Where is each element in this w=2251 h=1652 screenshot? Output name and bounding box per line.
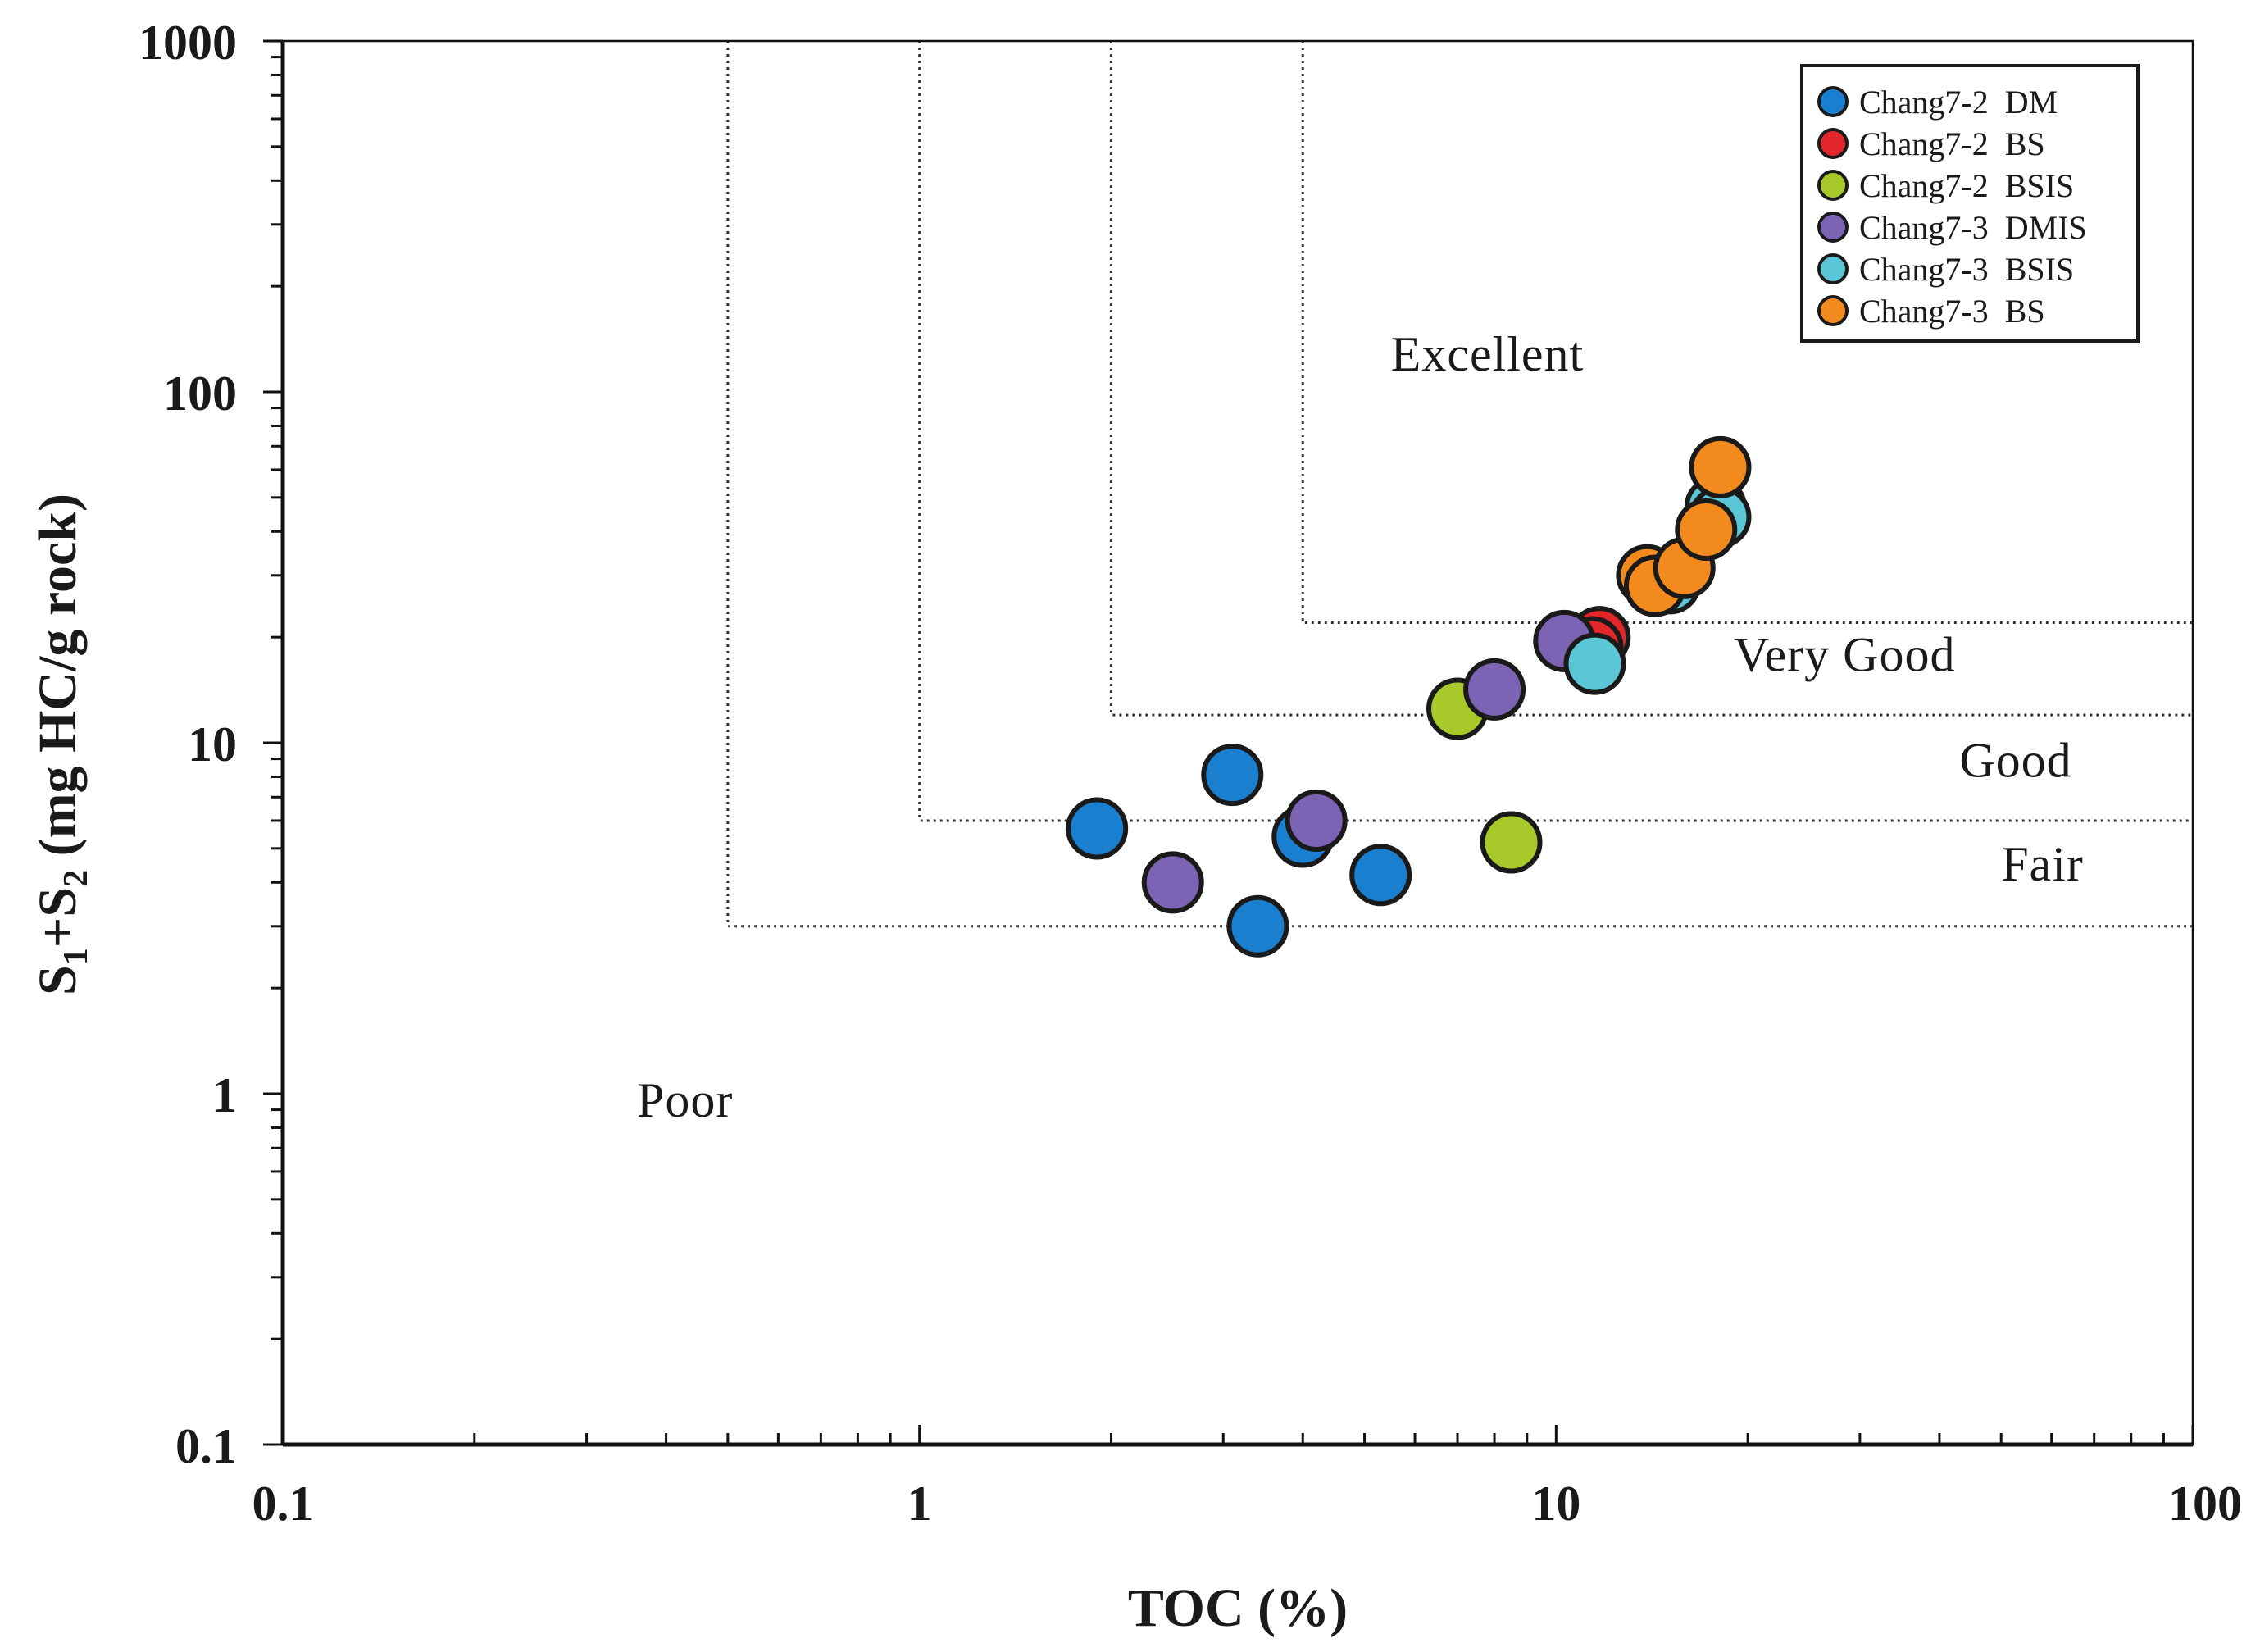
data-point — [1563, 632, 1626, 695]
region-label-very-good: Very Good — [1734, 628, 1956, 682]
legend-label: Chang7-2 BS — [1859, 125, 2045, 162]
data-point — [1066, 797, 1129, 860]
data-point — [1689, 435, 1752, 498]
legend-item: Chang7-2 BS — [1817, 125, 2045, 162]
legend-item: Chang7-2 BSIS — [1817, 167, 2074, 204]
legend-marker — [1817, 128, 1849, 159]
data-point — [1675, 498, 1738, 562]
y-tick-label: 1 — [212, 1068, 237, 1122]
data-point — [1480, 811, 1543, 874]
legend-label: Chang7-3 BSIS — [1859, 251, 2074, 288]
x-tick-label: 10 — [1531, 1477, 1580, 1531]
legend-marker — [1817, 86, 1849, 117]
legend-marker — [1817, 295, 1849, 326]
y-axis-title: S1+S2 (mg HC/g rock) — [28, 494, 95, 995]
legend-item: Chang7-2 DM — [1817, 84, 2058, 121]
legend-box — [1800, 64, 2140, 343]
y-tick-label: 0.1 — [175, 1419, 237, 1473]
x-tick-label: 100 — [2168, 1477, 2242, 1531]
region-label-fair: Fair — [2001, 837, 2084, 891]
legend-marker — [1817, 253, 1849, 284]
legend-label: Chang7-2 BSIS — [1859, 167, 2074, 204]
region-label-poor: Poor — [637, 1073, 733, 1127]
legend-item: Chang7-3 BSIS — [1817, 251, 2074, 288]
x-axis-title: TOC (%) — [1128, 1578, 1348, 1638]
region-label-good: Good — [1959, 733, 2071, 787]
category-boundaries — [726, 41, 2193, 928]
y-tick-label: 100 — [163, 366, 237, 421]
legend: Chang7-2 DM Chang7-2 BS Chang7-2 BSIS Chang… — [1800, 64, 2140, 343]
legend-label: Chang7-3 BS — [1859, 293, 2045, 330]
axes: 0.1 1 10 100 0.1 1 10 100 1000 — [139, 16, 2242, 1531]
legend-item: Chang7-3 DMIS — [1817, 209, 2087, 246]
y-tick-label: 1000 — [139, 16, 237, 70]
data-point — [1201, 744, 1264, 807]
data-point — [1226, 894, 1289, 958]
data-point — [1463, 658, 1526, 721]
boundary-excellent — [1301, 41, 2193, 624]
legend-item: Chang7-3 BS — [1817, 293, 2045, 330]
boundary-good — [918, 41, 2193, 822]
legend-marker — [1817, 212, 1849, 243]
data-point — [1141, 851, 1204, 914]
series-chang7-2-dm — [1066, 744, 1412, 958]
x-tick-label: 0.1 — [252, 1477, 314, 1531]
data-point — [1285, 789, 1348, 852]
region-label-excellent: Excellent — [1391, 327, 1585, 381]
y-tick-label: 10 — [188, 717, 237, 771]
x-tick-label: 1 — [907, 1477, 932, 1531]
series-chang7-3-bs — [1616, 435, 1752, 617]
data-point — [1349, 844, 1412, 907]
data-points — [1066, 435, 1752, 958]
legend-label: Chang7-3 DMIS — [1859, 209, 2087, 246]
boundary-very-good — [1109, 41, 2193, 717]
legend-marker — [1817, 170, 1849, 201]
legend-label: Chang7-2 DM — [1859, 84, 2058, 121]
